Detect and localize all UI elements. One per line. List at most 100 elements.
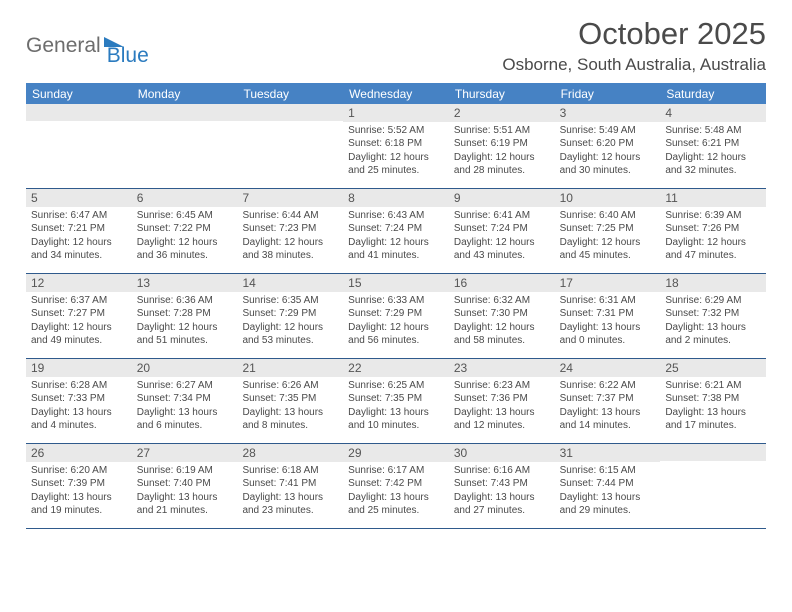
day-details: Sunrise: 6:47 AMSunset: 7:21 PMDaylight:… (26, 207, 132, 267)
day-cell: 24Sunrise: 6:22 AMSunset: 7:37 PMDayligh… (555, 359, 661, 443)
day-number: 9 (449, 189, 555, 207)
day-details: Sunrise: 6:29 AMSunset: 7:32 PMDaylight:… (660, 292, 766, 352)
day-number: 19 (26, 359, 132, 377)
day-header: Friday (555, 84, 661, 104)
day-details: Sunrise: 5:52 AMSunset: 6:18 PMDaylight:… (343, 122, 449, 182)
calendar-page: General Blue October 2025 Osborne, South… (0, 0, 792, 539)
day-details: Sunrise: 5:48 AMSunset: 6:21 PMDaylight:… (660, 122, 766, 182)
day-header: Tuesday (237, 84, 343, 104)
day-cell: 18Sunrise: 6:29 AMSunset: 7:32 PMDayligh… (660, 274, 766, 358)
day-details: Sunrise: 6:35 AMSunset: 7:29 PMDaylight:… (237, 292, 343, 352)
day-cell: 7Sunrise: 6:44 AMSunset: 7:23 PMDaylight… (237, 189, 343, 273)
day-cell: 11Sunrise: 6:39 AMSunset: 7:26 PMDayligh… (660, 189, 766, 273)
day-cell: 22Sunrise: 6:25 AMSunset: 7:35 PMDayligh… (343, 359, 449, 443)
day-number: 4 (660, 104, 766, 122)
day-cell: 12Sunrise: 6:37 AMSunset: 7:27 PMDayligh… (26, 274, 132, 358)
day-cell: 3Sunrise: 5:49 AMSunset: 6:20 PMDaylight… (555, 104, 661, 188)
day-cell (26, 104, 132, 188)
day-number: 28 (237, 444, 343, 462)
day-cell: 13Sunrise: 6:36 AMSunset: 7:28 PMDayligh… (132, 274, 238, 358)
day-number: 14 (237, 274, 343, 292)
day-number: 3 (555, 104, 661, 122)
day-number: 17 (555, 274, 661, 292)
day-cell: 21Sunrise: 6:26 AMSunset: 7:35 PMDayligh… (237, 359, 343, 443)
day-details: Sunrise: 6:28 AMSunset: 7:33 PMDaylight:… (26, 377, 132, 437)
logo: General Blue (26, 18, 149, 68)
day-number (237, 104, 343, 121)
day-header: Saturday (660, 84, 766, 104)
day-cell (132, 104, 238, 188)
day-details: Sunrise: 6:23 AMSunset: 7:36 PMDaylight:… (449, 377, 555, 437)
day-cell: 5Sunrise: 6:47 AMSunset: 7:21 PMDaylight… (26, 189, 132, 273)
title-block: October 2025 Osborne, South Australia, A… (502, 18, 766, 75)
logo-word-2: Blue (107, 44, 149, 68)
day-details: Sunrise: 6:18 AMSunset: 7:41 PMDaylight:… (237, 462, 343, 522)
day-cell: 9Sunrise: 6:41 AMSunset: 7:24 PMDaylight… (449, 189, 555, 273)
day-cell: 23Sunrise: 6:23 AMSunset: 7:36 PMDayligh… (449, 359, 555, 443)
day-details: Sunrise: 6:43 AMSunset: 7:24 PMDaylight:… (343, 207, 449, 267)
day-number: 26 (26, 444, 132, 462)
day-number: 24 (555, 359, 661, 377)
day-cell (660, 444, 766, 528)
day-number: 12 (26, 274, 132, 292)
day-number: 7 (237, 189, 343, 207)
day-details: Sunrise: 5:51 AMSunset: 6:19 PMDaylight:… (449, 122, 555, 182)
day-cell: 28Sunrise: 6:18 AMSunset: 7:41 PMDayligh… (237, 444, 343, 528)
day-details: Sunrise: 6:45 AMSunset: 7:22 PMDaylight:… (132, 207, 238, 267)
day-number (132, 104, 238, 121)
day-cell: 19Sunrise: 6:28 AMSunset: 7:33 PMDayligh… (26, 359, 132, 443)
day-number: 18 (660, 274, 766, 292)
day-cell: 16Sunrise: 6:32 AMSunset: 7:30 PMDayligh… (449, 274, 555, 358)
day-number (26, 104, 132, 121)
day-cell: 1Sunrise: 5:52 AMSunset: 6:18 PMDaylight… (343, 104, 449, 188)
week-row: 5Sunrise: 6:47 AMSunset: 7:21 PMDaylight… (26, 189, 766, 274)
day-number: 15 (343, 274, 449, 292)
day-details: Sunrise: 5:49 AMSunset: 6:20 PMDaylight:… (555, 122, 661, 182)
calendar: SundayMondayTuesdayWednesdayThursdayFrid… (26, 83, 766, 529)
week-row: 12Sunrise: 6:37 AMSunset: 7:27 PMDayligh… (26, 274, 766, 359)
week-row: 19Sunrise: 6:28 AMSunset: 7:33 PMDayligh… (26, 359, 766, 444)
week-row: 1Sunrise: 5:52 AMSunset: 6:18 PMDaylight… (26, 104, 766, 189)
logo-word-1: General (26, 34, 101, 58)
day-number: 8 (343, 189, 449, 207)
day-details: Sunrise: 6:26 AMSunset: 7:35 PMDaylight:… (237, 377, 343, 437)
day-details: Sunrise: 6:21 AMSunset: 7:38 PMDaylight:… (660, 377, 766, 437)
day-cell: 30Sunrise: 6:16 AMSunset: 7:43 PMDayligh… (449, 444, 555, 528)
day-cell: 14Sunrise: 6:35 AMSunset: 7:29 PMDayligh… (237, 274, 343, 358)
day-number: 10 (555, 189, 661, 207)
day-number: 21 (237, 359, 343, 377)
day-header: Sunday (26, 84, 132, 104)
day-number: 23 (449, 359, 555, 377)
day-cell: 26Sunrise: 6:20 AMSunset: 7:39 PMDayligh… (26, 444, 132, 528)
day-details: Sunrise: 6:25 AMSunset: 7:35 PMDaylight:… (343, 377, 449, 437)
day-number: 27 (132, 444, 238, 462)
day-number: 31 (555, 444, 661, 462)
day-details: Sunrise: 6:15 AMSunset: 7:44 PMDaylight:… (555, 462, 661, 522)
day-details: Sunrise: 6:37 AMSunset: 7:27 PMDaylight:… (26, 292, 132, 352)
day-details: Sunrise: 6:32 AMSunset: 7:30 PMDaylight:… (449, 292, 555, 352)
day-number: 6 (132, 189, 238, 207)
day-cell: 6Sunrise: 6:45 AMSunset: 7:22 PMDaylight… (132, 189, 238, 273)
day-header: Thursday (449, 84, 555, 104)
day-cell: 15Sunrise: 6:33 AMSunset: 7:29 PMDayligh… (343, 274, 449, 358)
day-cell: 2Sunrise: 5:51 AMSunset: 6:19 PMDaylight… (449, 104, 555, 188)
day-cell: 4Sunrise: 5:48 AMSunset: 6:21 PMDaylight… (660, 104, 766, 188)
day-details: Sunrise: 6:36 AMSunset: 7:28 PMDaylight:… (132, 292, 238, 352)
day-number: 25 (660, 359, 766, 377)
day-cell: 27Sunrise: 6:19 AMSunset: 7:40 PMDayligh… (132, 444, 238, 528)
day-details: Sunrise: 6:44 AMSunset: 7:23 PMDaylight:… (237, 207, 343, 267)
day-cell: 25Sunrise: 6:21 AMSunset: 7:38 PMDayligh… (660, 359, 766, 443)
page-title: October 2025 (502, 18, 766, 51)
day-number: 30 (449, 444, 555, 462)
day-cell: 20Sunrise: 6:27 AMSunset: 7:34 PMDayligh… (132, 359, 238, 443)
header: General Blue October 2025 Osborne, South… (26, 18, 766, 75)
day-number: 5 (26, 189, 132, 207)
day-header-row: SundayMondayTuesdayWednesdayThursdayFrid… (26, 84, 766, 104)
day-number: 13 (132, 274, 238, 292)
day-number: 20 (132, 359, 238, 377)
day-number (660, 444, 766, 461)
day-cell: 10Sunrise: 6:40 AMSunset: 7:25 PMDayligh… (555, 189, 661, 273)
week-row: 26Sunrise: 6:20 AMSunset: 7:39 PMDayligh… (26, 444, 766, 529)
day-details: Sunrise: 6:39 AMSunset: 7:26 PMDaylight:… (660, 207, 766, 267)
day-details: Sunrise: 6:22 AMSunset: 7:37 PMDaylight:… (555, 377, 661, 437)
